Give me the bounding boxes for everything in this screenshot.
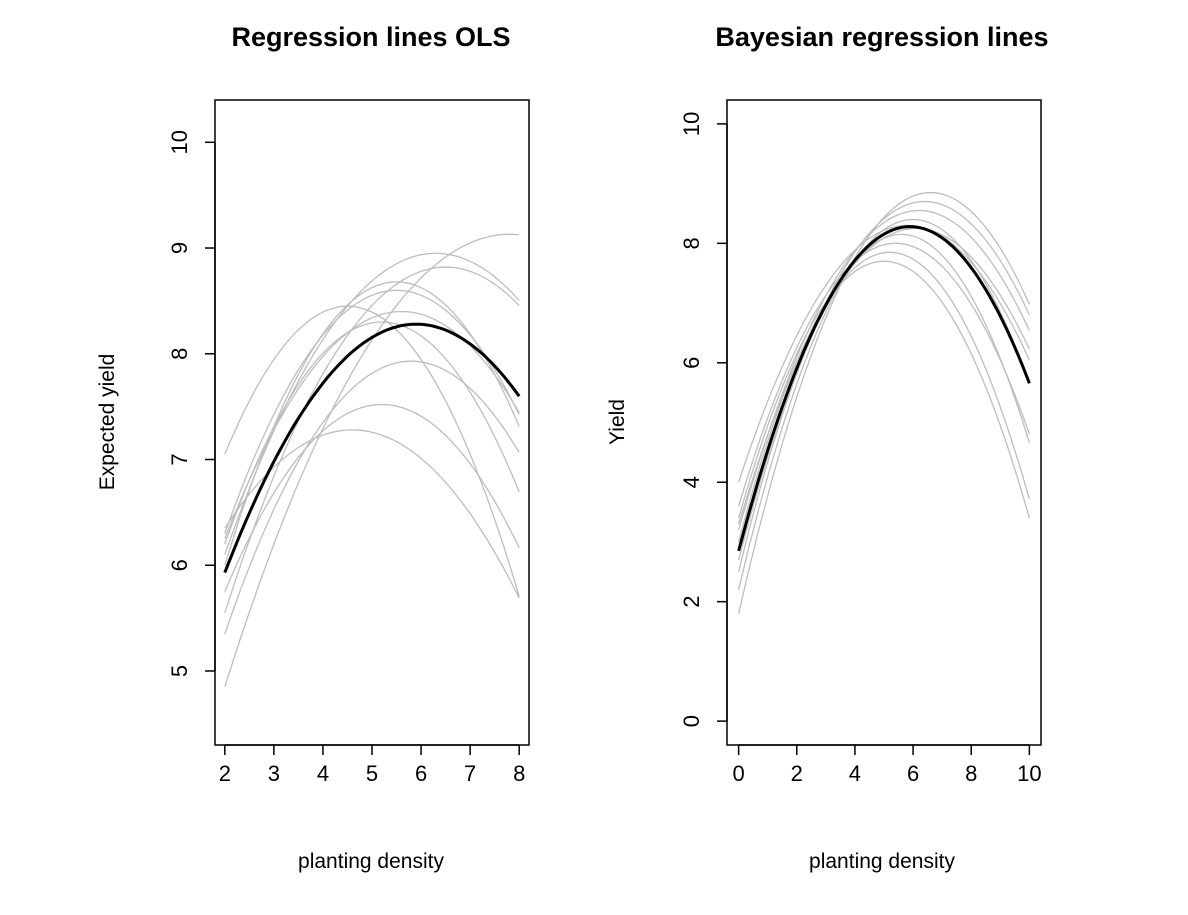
panel-ols: Regression lines OLS 2 3 4 5 6 7 8 5 6 7 8 9 10 pla… — [96, 22, 530, 873]
sample-curve-2 — [224, 429, 520, 599]
sample-curve-4 — [224, 360, 520, 635]
sample-curve-6 — [224, 289, 520, 534]
y-tick-label: 8 — [167, 348, 192, 360]
x-tick-label: 10 — [1017, 761, 1041, 786]
chart-title-ols: Regression lines OLS — [231, 22, 510, 52]
sample-curve-6 — [737, 218, 1031, 590]
sample-curve-10 — [224, 233, 520, 687]
x-tick-label: 4 — [849, 761, 861, 786]
y-axis-label-ols: Expected yield — [96, 354, 119, 491]
y-tick-label: 6 — [679, 357, 704, 369]
y-tick-label: 0 — [679, 715, 704, 727]
sample-curve-9 — [737, 191, 1030, 614]
y-tick-label: 10 — [167, 130, 192, 154]
sample-curve-3 — [224, 403, 520, 592]
y-tick-label: 4 — [679, 476, 704, 488]
sample-curve-11 — [224, 321, 520, 545]
sample-curves-bayesian — [737, 191, 1031, 614]
mean-curve-ols — [223, 322, 521, 574]
x-tick-label: 6 — [415, 761, 427, 786]
y-tick-label: 7 — [167, 453, 192, 465]
x-tick-label: 6 — [907, 761, 919, 786]
sample-curve-9 — [224, 266, 520, 614]
panel-bayesian: Bayesian regression lines 0 2 4 6 8 10 0 2 4 6 8 1… — [606, 22, 1049, 873]
chart-title-bayesian: Bayesian regression lines — [715, 22, 1048, 52]
mean-curve — [737, 225, 1031, 552]
x-tick-label: 4 — [317, 761, 329, 786]
y-tick-label: 10 — [679, 112, 704, 136]
y-axis-bayesian: 0 2 4 6 8 10 — [679, 112, 728, 727]
x-axis-label-ols: planting density — [298, 850, 444, 873]
x-axis-ols: 2 3 4 5 6 7 8 — [219, 744, 525, 786]
x-tick-label: 8 — [513, 761, 525, 786]
x-tick-label: 2 — [791, 761, 803, 786]
x-axis-bayesian: 0 2 4 6 8 10 — [733, 744, 1042, 786]
x-tick-label: 8 — [965, 761, 977, 786]
x-axis-label-bayesian: planting density — [809, 850, 955, 873]
y-tick-label: 8 — [679, 237, 704, 249]
x-tick-label: 3 — [268, 761, 280, 786]
y-axis-ols: 5 6 7 8 9 10 — [167, 130, 216, 677]
sample-curve-8 — [224, 252, 520, 555]
y-tick-label: 6 — [167, 559, 192, 571]
y-tick-label: 5 — [167, 665, 192, 677]
x-tick-label: 0 — [733, 761, 745, 786]
sample-curve-1 — [224, 305, 520, 597]
y-axis-label-bayesian: Yield — [606, 399, 629, 445]
sample-curves-ols — [224, 233, 520, 687]
sample-curve-3 — [737, 242, 1031, 507]
plot-frame-ols — [214, 99, 530, 746]
mean-curve — [223, 322, 521, 574]
sample-curve-1 — [737, 260, 1031, 519]
x-tick-label: 2 — [219, 761, 231, 786]
y-tick-label: 2 — [679, 596, 704, 608]
sample-curve-7 — [737, 209, 1030, 531]
x-tick-label: 7 — [464, 761, 476, 786]
x-tick-label: 5 — [366, 761, 378, 786]
y-tick-label: 9 — [167, 242, 192, 254]
mean-curve-bayesian — [737, 225, 1031, 552]
sample-curve-10 — [737, 227, 1030, 525]
